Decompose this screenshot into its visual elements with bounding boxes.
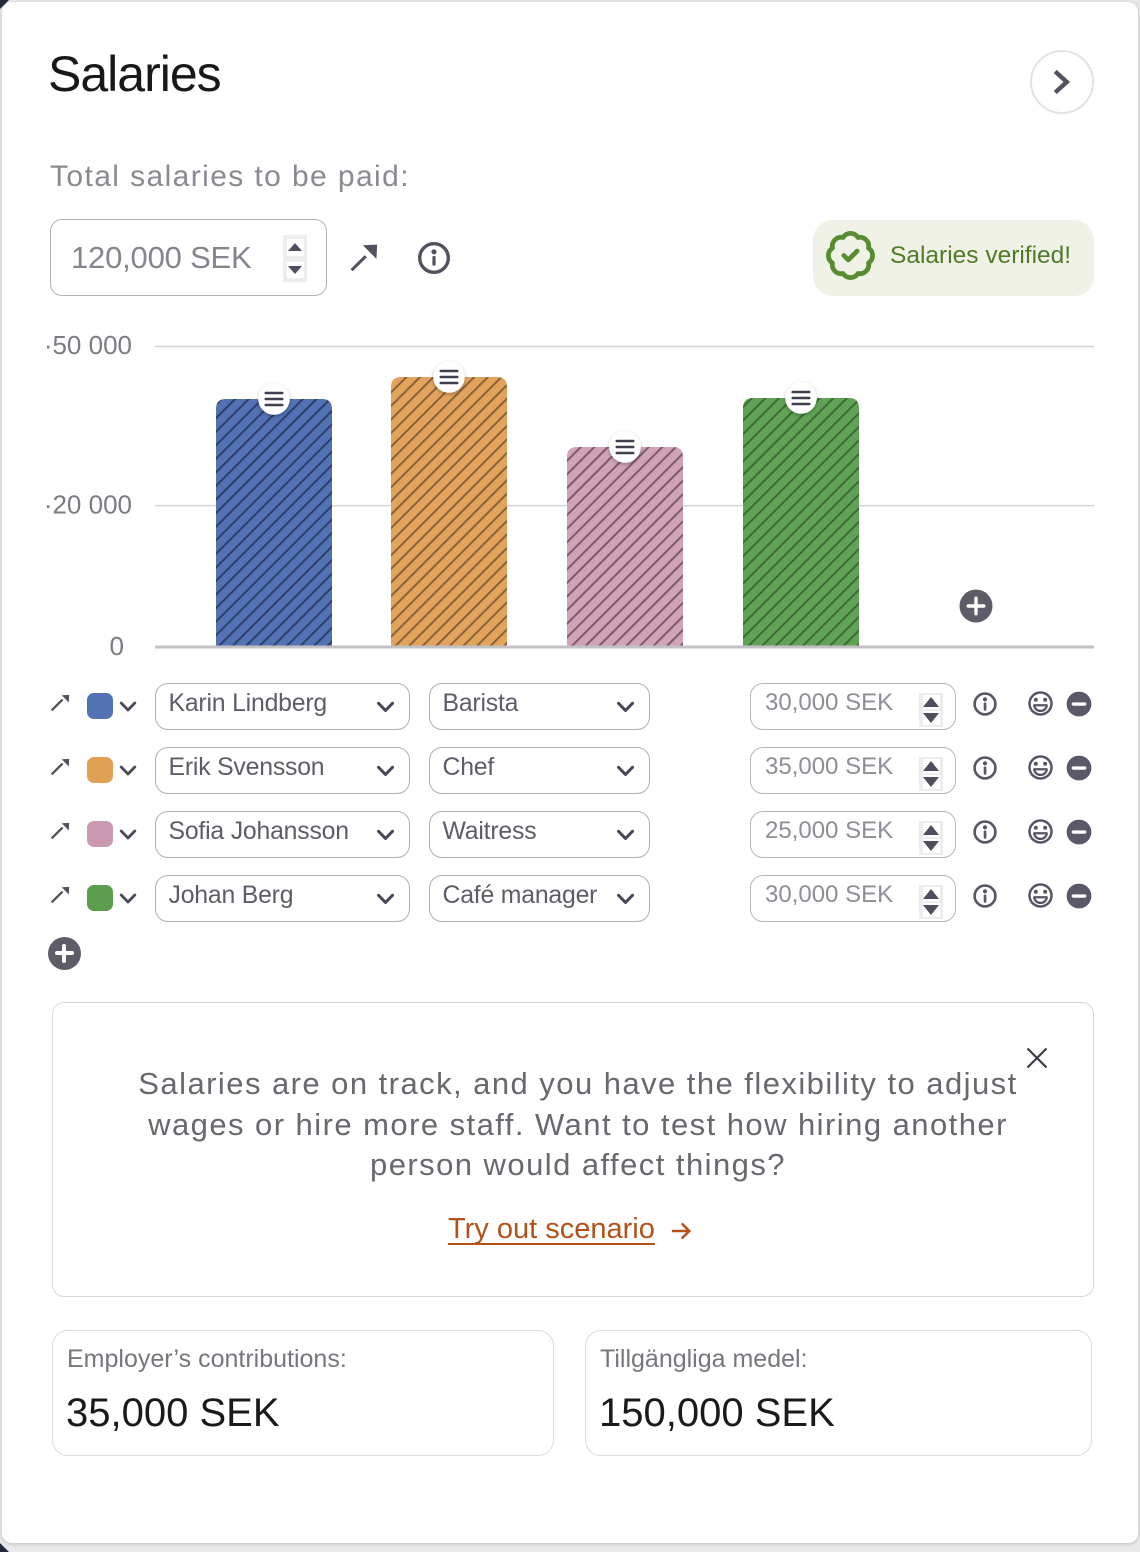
svg-text:·50 000: ·50 000 (44, 332, 132, 360)
svg-text:0: 0 (110, 631, 124, 661)
svg-text:·20 000: ·20 000 (44, 489, 132, 519)
